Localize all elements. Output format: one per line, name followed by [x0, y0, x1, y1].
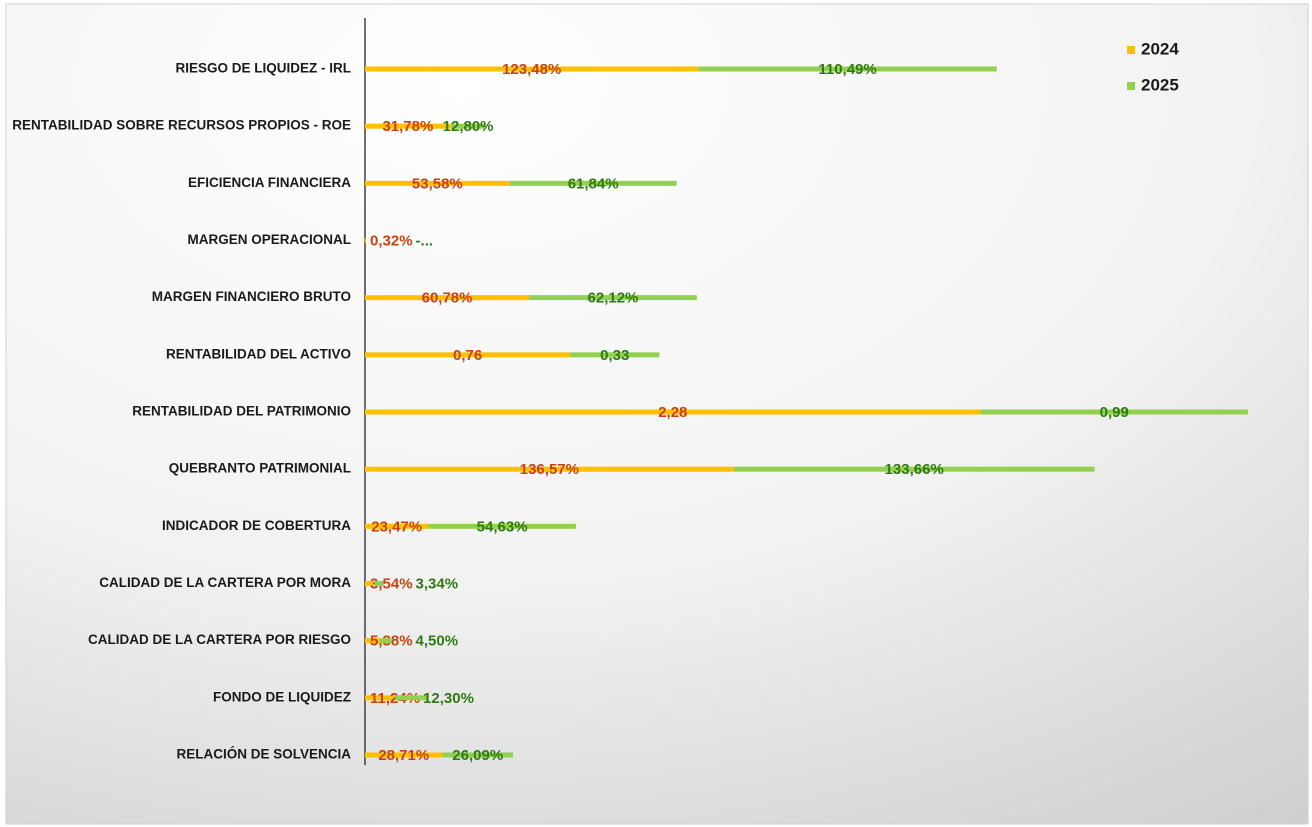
legend-label: 2025	[1141, 75, 1179, 94]
bar-2024	[365, 581, 375, 586]
legend-swatch	[1127, 46, 1135, 54]
legend-label: 2024	[1141, 39, 1179, 58]
bar-2025	[733, 466, 1095, 472]
data-label: 62,12%	[588, 290, 639, 307]
data-label: 54,63%	[477, 518, 528, 535]
data-label: 123,48%	[502, 61, 561, 78]
bar-2024	[365, 352, 571, 358]
bar-2024	[365, 466, 734, 472]
data-label: 0,32%	[370, 232, 413, 249]
data-label: 2,28	[658, 404, 687, 421]
bar-2025	[428, 523, 576, 529]
data-label: 11,24%	[370, 690, 420, 707]
data-label: 31,78%	[382, 118, 433, 135]
data-label: 26,09%	[452, 747, 503, 764]
data-label: 61,84%	[568, 175, 619, 192]
bar-2025	[450, 123, 486, 129]
data-label: 12,80%	[443, 118, 494, 135]
bar-2024	[365, 238, 366, 243]
bar-2024	[365, 123, 451, 129]
category-label: MARGEN FINANCIERO BRUTO	[152, 289, 351, 304]
data-label: 28,71%	[378, 747, 429, 764]
category-label: RELACIÓN DE SOLVENCIA	[176, 747, 351, 762]
bar-2024	[365, 523, 429, 529]
data-label: 23,47%	[371, 518, 422, 535]
data-label: 3,34%	[416, 575, 459, 592]
data-label: 12,30%	[423, 690, 474, 707]
bar-2025	[698, 66, 997, 72]
legend-swatch	[1127, 82, 1135, 90]
data-label: 110,49%	[818, 61, 876, 78]
bar-2024	[365, 66, 699, 72]
category-label: CALIDAD DE LA CARTERA POR MORA	[99, 575, 351, 590]
category-label: RENTABILIDAD DEL ACTIVO	[166, 346, 351, 361]
bar-2024	[365, 638, 380, 644]
category-label: QUEBRANTO PATRIMONIAL	[169, 461, 351, 476]
data-label: 133,66%	[885, 461, 944, 478]
category-label: CALIDAD DE LA CARTERA POR RIESGO	[88, 632, 351, 647]
category-label: EFICIENCIA FINANCIERA	[188, 175, 351, 190]
bar-2025	[395, 695, 429, 701]
bar-2025	[570, 352, 660, 358]
category-label: RENTABILIDAD DEL PATRIMONIO	[132, 404, 351, 419]
bar-2025	[379, 638, 392, 644]
bar-2024	[365, 695, 396, 701]
bar-2025	[529, 295, 697, 301]
data-label: 53,58%	[412, 175, 463, 192]
data-label: 0,33	[600, 347, 629, 364]
bar-2025	[980, 409, 1248, 415]
bar-2025	[509, 180, 677, 186]
bar-2024	[365, 409, 981, 415]
category-label: FONDO DE LIQUIDEZ	[213, 689, 351, 704]
category-label: MARGEN OPERACIONAL	[187, 232, 351, 247]
bar-2024	[365, 180, 510, 186]
bar-2024	[365, 752, 443, 758]
data-label: 60,78%	[422, 290, 473, 307]
data-label: 0,99	[1100, 404, 1129, 421]
bar-2025	[374, 581, 384, 586]
bar-2024	[365, 295, 530, 301]
data-label: 0,76	[453, 347, 482, 364]
data-label: 136,57%	[520, 461, 579, 478]
data-label: -...	[416, 232, 434, 249]
category-label: RENTABILIDAD SOBRE RECURSOS PROPIOS - RO…	[12, 118, 351, 133]
category-label: RIESGO DE LIQUIDEZ - IRL	[175, 61, 351, 76]
data-label: 4,50%	[416, 633, 459, 650]
bar-2025	[442, 752, 513, 758]
category-label: INDICADOR DE COBERTURA	[162, 518, 351, 533]
data-label: 3,54%	[370, 575, 413, 592]
